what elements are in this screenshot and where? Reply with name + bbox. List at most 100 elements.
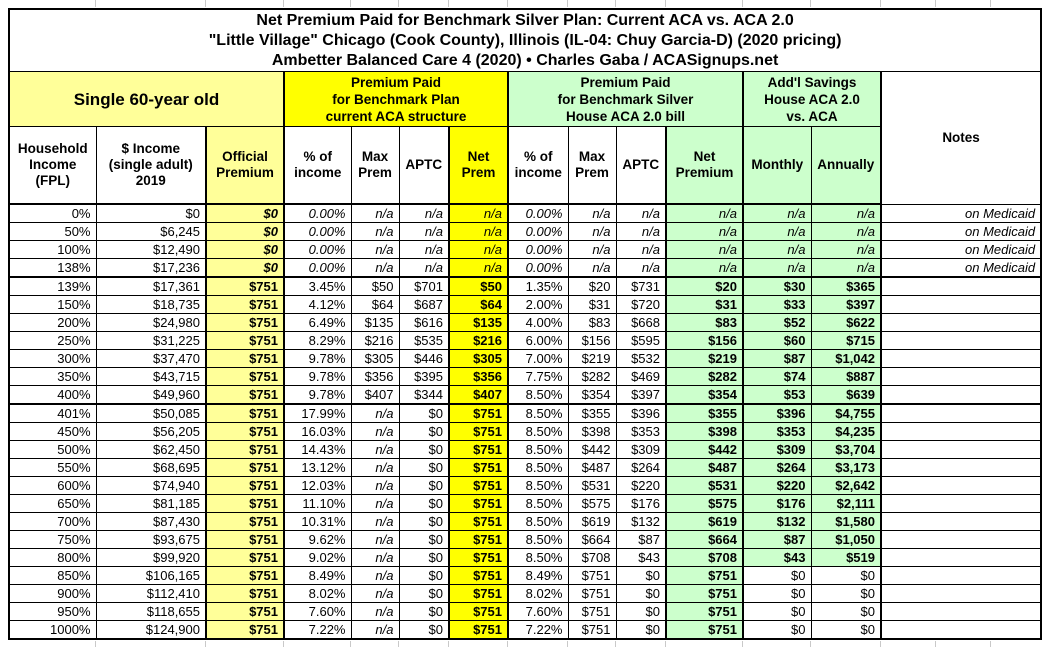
notes-cell[interactable] [879,385,1042,405]
aca-net-prem-cell[interactable]: n/a [448,222,509,241]
monthly-savings-cell[interactable]: n/a [742,222,812,241]
aca-pct-cell[interactable]: 9.78% [283,385,352,405]
official-premium-cell[interactable]: $751 [205,440,285,459]
fpl-cell[interactable]: 138% [8,258,97,278]
notes-cell[interactable] [879,458,1042,477]
aca2-max-prem-cell[interactable]: $83 [567,313,617,332]
official-premium-cell[interactable]: $751 [205,276,285,296]
notes-cell[interactable] [879,276,1042,296]
aca-pct-cell[interactable]: 14.43% [283,440,352,459]
annual-savings-cell[interactable]: $1,042 [810,349,882,368]
income-cell[interactable]: $112,410 [95,584,207,603]
official-premium-cell[interactable]: $751 [205,566,285,585]
aca-max-prem-cell[interactable]: $64 [350,295,400,314]
monthly-savings-cell[interactable]: $309 [742,440,812,459]
aca2-max-prem-cell[interactable]: $619 [567,512,617,531]
aca2-net-premium-cell[interactable]: $751 [665,602,744,621]
notes-cell[interactable] [879,476,1042,495]
annual-savings-cell[interactable]: $3,173 [810,458,882,477]
aca2-max-prem-cell[interactable]: $751 [567,584,617,603]
monthly-savings-cell[interactable]: $87 [742,530,812,549]
monthly-savings-cell[interactable]: $87 [742,349,812,368]
notes-cell[interactable] [879,602,1042,621]
aca2-net-premium-cell[interactable]: $575 [665,494,744,513]
aca2-net-premium-cell[interactable]: $442 [665,440,744,459]
aca-pct-cell[interactable]: 9.62% [283,530,352,549]
aca2-aptc-cell[interactable]: n/a [615,203,667,223]
aca2-aptc-cell[interactable]: $353 [615,422,667,441]
fpl-cell[interactable]: 250% [8,331,97,350]
aca-net-prem-cell[interactable]: $751 [448,566,509,585]
aca2-net-premium-cell[interactable]: $619 [665,512,744,531]
annual-savings-cell[interactable]: $715 [810,331,882,350]
col-header-aca2-pct-of-income[interactable]: % of income [507,126,569,205]
aca-pct-cell[interactable]: 0.00% [283,222,352,241]
aca-aptc-cell[interactable]: $616 [398,313,450,332]
aca-aptc-cell[interactable]: $0 [398,422,450,441]
official-premium-cell[interactable]: $751 [205,584,285,603]
aca2-pct-cell[interactable]: 7.22% [507,620,569,640]
aca2-max-prem-cell[interactable]: $442 [567,440,617,459]
aca-max-prem-cell[interactable]: $50 [350,276,400,296]
aca2-net-premium-cell[interactable]: $751 [665,566,744,585]
aca-net-prem-cell[interactable]: $751 [448,530,509,549]
aca2-max-prem-cell[interactable]: n/a [567,222,617,241]
income-cell[interactable]: $49,960 [95,385,207,405]
aca2-pct-cell[interactable]: 7.00% [507,349,569,368]
aca2-net-premium-cell[interactable]: $398 [665,422,744,441]
notes-cell[interactable]: on Medicaid [879,258,1042,278]
monthly-savings-cell[interactable]: $132 [742,512,812,531]
fpl-cell[interactable]: 650% [8,494,97,513]
aca-pct-cell[interactable]: 4.12% [283,295,352,314]
aca-aptc-cell[interactable]: $0 [398,548,450,567]
notes-cell[interactable]: on Medicaid [879,203,1042,223]
annual-savings-cell[interactable]: $639 [810,385,882,405]
aca2-aptc-cell[interactable]: $397 [615,385,667,405]
aca2-pct-cell[interactable]: 8.50% [507,548,569,567]
aca2-aptc-cell[interactable]: $469 [615,367,667,386]
aca2-net-premium-cell[interactable]: $355 [665,403,744,423]
aca-net-prem-cell[interactable]: n/a [448,258,509,278]
fpl-cell[interactable]: 350% [8,367,97,386]
annual-savings-cell[interactable]: $0 [810,620,882,640]
col-header-aca2-aptc[interactable]: APTC [615,126,667,205]
aca2-max-prem-cell[interactable]: $354 [567,385,617,405]
official-premium-cell[interactable]: $751 [205,313,285,332]
aca-aptc-cell[interactable]: $344 [398,385,450,405]
fpl-cell[interactable]: 450% [8,422,97,441]
income-cell[interactable]: $31,225 [95,331,207,350]
aca-net-prem-cell[interactable]: $751 [448,620,509,640]
aca-pct-cell[interactable]: 8.29% [283,331,352,350]
official-premium-cell[interactable]: $751 [205,494,285,513]
official-premium-cell[interactable]: $751 [205,530,285,549]
aca2-aptc-cell[interactable]: $220 [615,476,667,495]
aca-net-prem-cell[interactable]: $751 [448,476,509,495]
notes-cell[interactable] [879,620,1042,640]
aca2-aptc-cell[interactable]: $43 [615,548,667,567]
fpl-cell[interactable]: 950% [8,602,97,621]
notes-cell[interactable] [879,530,1042,549]
aca2-pct-cell[interactable]: 8.50% [507,385,569,405]
income-cell[interactable]: $17,361 [95,276,207,296]
aca2-pct-cell[interactable]: 0.00% [507,222,569,241]
official-premium-cell[interactable]: $751 [205,349,285,368]
aca-net-prem-cell[interactable]: $751 [448,494,509,513]
aca-net-prem-cell[interactable]: $751 [448,458,509,477]
income-cell[interactable]: $17,236 [95,258,207,278]
aca2-pct-cell[interactable]: 8.49% [507,566,569,585]
aca-pct-cell[interactable]: 10.31% [283,512,352,531]
aca2-net-premium-cell[interactable]: $708 [665,548,744,567]
aca-aptc-cell[interactable]: $0 [398,566,450,585]
notes-cell[interactable] [879,403,1042,423]
col-header-income-2019[interactable]: $ Income (single adult) 2019 [95,126,207,205]
fpl-cell[interactable]: 100% [8,240,97,259]
aca2-pct-cell[interactable]: 8.50% [507,440,569,459]
aca-max-prem-cell[interactable]: n/a [350,602,400,621]
aca-aptc-cell[interactable]: n/a [398,222,450,241]
aca2-net-premium-cell[interactable]: $20 [665,276,744,296]
aca2-net-premium-cell[interactable]: $219 [665,349,744,368]
official-premium-cell[interactable]: $751 [205,422,285,441]
official-premium-cell[interactable]: $0 [205,240,285,259]
aca2-aptc-cell[interactable]: $0 [615,566,667,585]
official-premium-cell[interactable]: $751 [205,403,285,423]
